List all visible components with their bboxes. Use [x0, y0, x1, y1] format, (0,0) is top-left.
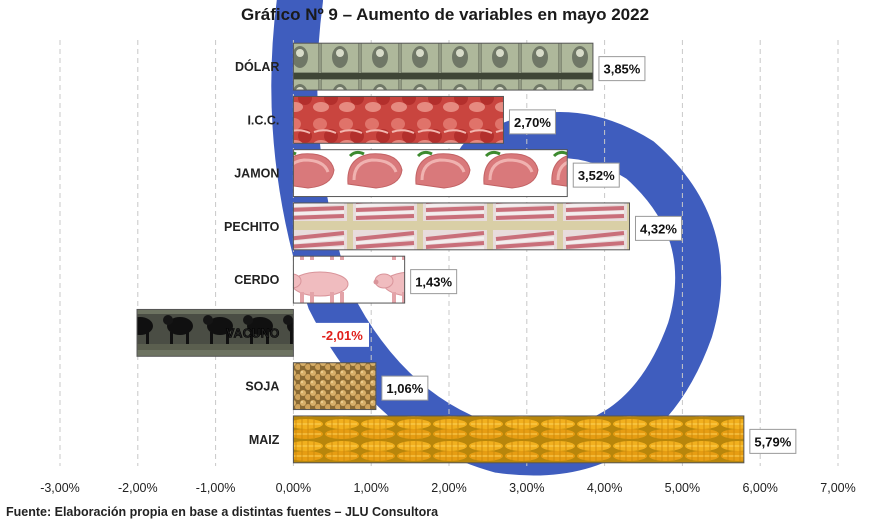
value-label-box	[381, 375, 429, 401]
value-label: -2,01%	[322, 328, 364, 343]
value-label: 2,70%	[514, 115, 551, 130]
category-label: I.C.C.	[247, 113, 279, 127]
x-tick-label: 4,00%	[587, 481, 622, 495]
x-tick-label: 5,00%	[665, 481, 700, 495]
chart-title: Gráfico Nº 9 – Aumento de variables en m…	[241, 5, 649, 24]
x-tick-label: -2,00%	[118, 481, 158, 495]
value-label-box	[598, 56, 646, 82]
x-tick-label: 2,00%	[431, 481, 466, 495]
bar-pork-ribs	[292, 202, 630, 251]
value-label: 3,52%	[578, 168, 615, 183]
bar-raw-meat	[292, 95, 504, 144]
value-label: 1,06%	[386, 381, 423, 396]
x-tick-label: -1,00%	[196, 481, 236, 495]
category-labels: DÓLAR I.C.C. JAMON PECHITO CERDO VACUNO SOJA MA…	[224, 59, 280, 447]
bar-cattle	[136, 308, 294, 357]
category-label: PECHITO	[224, 220, 280, 234]
bar-pig	[292, 255, 406, 304]
bar-dollar-bills	[292, 42, 594, 91]
category-label: DÓLAR	[235, 59, 279, 74]
x-tick-label: -3,00%	[40, 481, 80, 495]
bars	[136, 42, 745, 464]
x-axis-ticks: -3,00% -2,00% -1,00% 0,00% 1,00% 2,00% 3,00% 4,…	[40, 481, 856, 495]
value-label: 3,85%	[603, 62, 640, 77]
category-label: JAMON	[234, 167, 279, 181]
value-label-box	[410, 269, 458, 295]
bar-soybeans	[292, 362, 377, 411]
value-label-box	[572, 162, 620, 188]
category-label: CERDO	[234, 273, 279, 287]
value-label-box	[634, 215, 682, 241]
value-label-box	[508, 109, 556, 135]
value-label-box	[749, 428, 797, 454]
x-tick-label: 3,00%	[509, 481, 544, 495]
x-tick-label: 6,00%	[742, 481, 777, 495]
category-label: VACUNO	[226, 326, 280, 340]
value-labels: 3,85% 2,70% 3,52% 4,32% 1,43% -2,01% 1,06% 5,79…	[315, 56, 797, 454]
value-label: 1,43%	[415, 275, 452, 290]
value-label-box	[315, 322, 369, 347]
source-note: Fuente: Elaboración propia en base a dis…	[6, 505, 439, 519]
x-tick-label: 7,00%	[820, 481, 855, 495]
bar-corn	[292, 415, 745, 464]
x-tick-label: 1,00%	[353, 481, 388, 495]
x-tick-label: 0,00%	[276, 481, 311, 495]
category-label: SOJA	[245, 380, 279, 394]
value-label: 4,32%	[640, 221, 677, 236]
category-label: MAIZ	[249, 433, 280, 447]
bar-ham	[292, 149, 568, 198]
value-label: 5,79%	[754, 434, 791, 449]
